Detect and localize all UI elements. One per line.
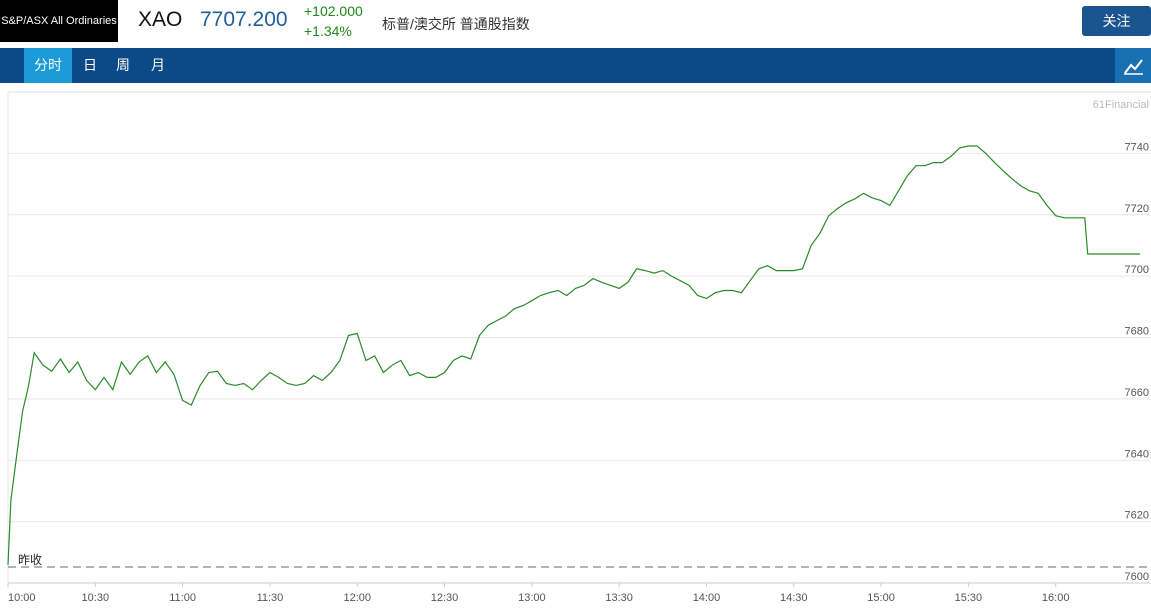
x-tick-label: 12:30 xyxy=(431,592,459,604)
price-line xyxy=(7,145,1141,565)
x-tick-label: 14:00 xyxy=(693,592,721,604)
index-name: S&P/ASX All Ordinaries xyxy=(0,0,118,42)
x-tick-label: 11:30 xyxy=(257,592,284,604)
x-tick-label: 11:00 xyxy=(169,592,196,604)
x-tick-label: 13:30 xyxy=(605,592,633,604)
follow-button[interactable]: 关注 xyxy=(1082,6,1151,36)
prev-close-label: 昨收 xyxy=(18,553,42,567)
icon xyxy=(1124,59,1143,75)
tab[interactable]: 月 xyxy=(151,57,165,73)
x-tick-label: 12:00 xyxy=(343,592,371,604)
y-tick-label: 7700 xyxy=(1125,264,1149,276)
x-tick-label: 10:00 xyxy=(8,592,36,604)
code: XAO xyxy=(138,8,183,31)
y-tick-label: 7720 xyxy=(1125,203,1149,215)
x-tick-label: 10:30 xyxy=(82,592,110,604)
tab[interactable]: 周 xyxy=(116,57,130,73)
x-tick-label: 14:30 xyxy=(780,592,808,604)
tab[interactable]: 分时 xyxy=(24,48,72,83)
tab[interactable]: 日 xyxy=(83,57,97,73)
chart: 61Financial 7600 7620 7640 7660 7680 7700 7720… xyxy=(7,91,1151,604)
chart-type-button[interactable] xyxy=(1115,48,1151,83)
nav-bar: 分时 日 周 月 xyxy=(0,48,1151,83)
x-tick-label: 16:00 xyxy=(1042,592,1070,604)
y-tick-label: 7660 xyxy=(1125,387,1149,399)
change: +102.000 xyxy=(304,3,363,19)
y-tick-label: 7740 xyxy=(1125,141,1149,153)
description: 标普/澳交所 普通股指数 xyxy=(382,16,530,32)
x-tick-label: 15:00 xyxy=(867,592,895,604)
x-tick-label: 13:00 xyxy=(518,592,546,604)
y-tick-label: 7620 xyxy=(1125,510,1149,522)
x-tick-label: 15:30 xyxy=(955,592,983,604)
watermark: 61Financial xyxy=(1093,99,1149,111)
y-tick-label: 7640 xyxy=(1125,448,1149,460)
change-pct: +1.34% xyxy=(304,23,352,39)
price: 7707.200 xyxy=(200,8,288,31)
y-tick-label: 7680 xyxy=(1125,326,1149,338)
y-tick-label: 7600 xyxy=(1125,571,1149,583)
